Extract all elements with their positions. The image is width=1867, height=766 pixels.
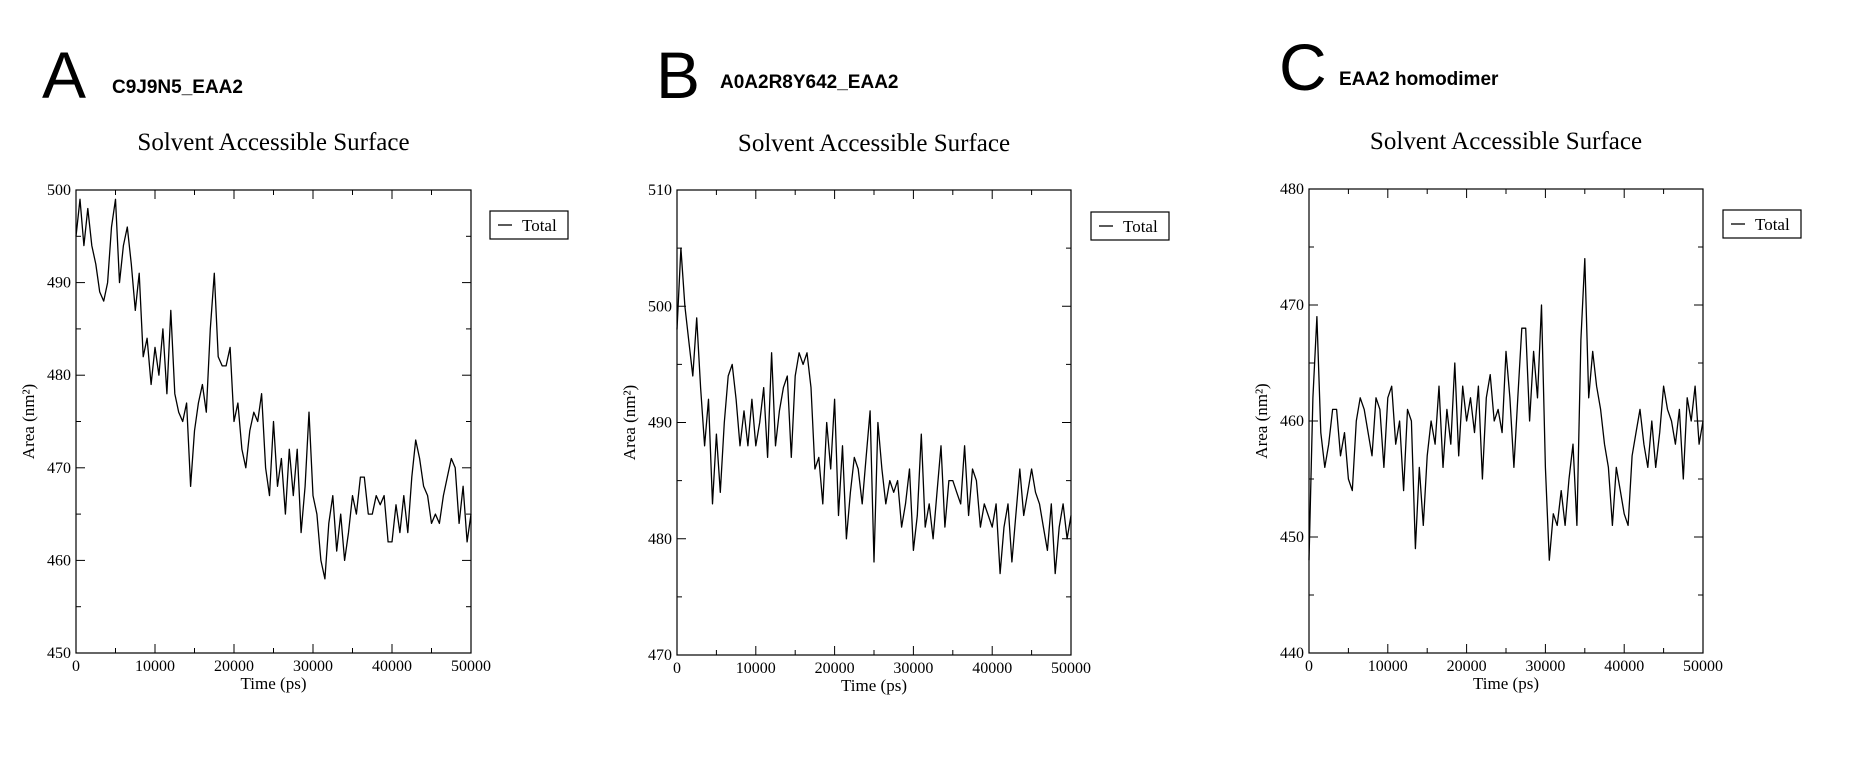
panel-letter: B	[656, 38, 701, 112]
y-tick-label: 500	[648, 298, 672, 315]
y-tick-label: 470	[648, 647, 672, 664]
x-tick-label: 30000	[893, 660, 933, 677]
y-tick-label: 480	[648, 531, 672, 548]
y-tick-label: 450	[47, 645, 71, 662]
series-line	[75, 198, 472, 580]
x-axis-label: Time (ps)	[241, 674, 307, 693]
x-tick-label: 30000	[1525, 658, 1565, 675]
panel-name: EAA2 homodimer	[1339, 69, 1499, 90]
y-tick-label: 460	[1280, 413, 1304, 430]
legend-label: Total	[1123, 217, 1158, 236]
y-tick-label: 510	[648, 182, 672, 199]
y-tick-label: 500	[47, 182, 71, 199]
x-tick-label: 0	[673, 660, 681, 677]
panel-a: A C9J9N5_EAA2 Solvent Accessible Surface…	[0, 0, 620, 766]
y-tick-label: 490	[47, 275, 71, 292]
y-axis-label: Area (nm²)	[19, 384, 38, 459]
x-axis-label: Time (ps)	[1473, 674, 1539, 693]
plot-frame	[676, 189, 1072, 656]
x-tick-label: 40000	[972, 660, 1012, 677]
legend-label: Total	[1755, 215, 1790, 234]
y-tick-label: 480	[47, 367, 71, 384]
y-tick-label: 480	[1280, 181, 1304, 198]
panel-letter: C	[1279, 30, 1327, 104]
legend-label: Total	[522, 216, 557, 235]
series-line	[1308, 257, 1704, 561]
y-tick-label: 450	[1280, 529, 1304, 546]
y-tick-label: 460	[47, 552, 71, 569]
plot-frame	[1308, 188, 1704, 654]
x-tick-label: 50000	[451, 658, 491, 675]
panel-name: A0A2R8Y642_EAA2	[720, 72, 899, 93]
x-tick-label: 10000	[135, 658, 175, 675]
x-tick-label: 20000	[214, 658, 254, 675]
sas-chart: Solvent Accessible Surface 0 10000 20000 300…	[1252, 128, 1802, 693]
panel-letter: A	[42, 38, 87, 112]
panel-name: C9J9N5_EAA2	[112, 77, 243, 98]
y-tick-label: 470	[47, 460, 71, 477]
x-tick-label: 50000	[1051, 660, 1091, 677]
panel-b: B A0A2R8Y642_EAA2 Solvent Accessible Sur…	[613, 0, 1233, 766]
x-tick-label: 20000	[815, 660, 855, 677]
chart-title: Solvent Accessible Surface	[137, 129, 409, 156]
y-tick-label: 470	[1280, 297, 1304, 314]
x-tick-label: 10000	[1368, 658, 1408, 675]
x-tick-label: 20000	[1447, 658, 1487, 675]
x-tick-label: 10000	[736, 660, 776, 677]
y-tick-label: 440	[1280, 645, 1304, 662]
x-tick-label: 40000	[372, 658, 412, 675]
chart-title: Solvent Accessible Surface	[738, 130, 1010, 157]
y-axis-label: Area (nm²)	[620, 385, 639, 460]
x-tick-label: 30000	[293, 658, 333, 675]
panel-c: C EAA2 homodimer Solvent Accessible Surf…	[1237, 0, 1857, 766]
x-tick-label: 40000	[1604, 658, 1644, 675]
sas-chart: Solvent Accessible Surface 0 10000 20000 300…	[620, 130, 1170, 695]
x-tick-label: 0	[72, 658, 80, 675]
series-line	[676, 247, 1072, 575]
x-tick-label: 50000	[1683, 658, 1723, 675]
y-tick-label: 490	[648, 415, 672, 432]
y-axis-label: Area (nm²)	[1252, 383, 1271, 458]
chart-title: Solvent Accessible Surface	[1370, 128, 1642, 155]
sas-chart: Solvent Accessible Surface 0 10000 20000 300…	[19, 129, 569, 693]
x-axis-label: Time (ps)	[841, 676, 907, 695]
x-tick-label: 0	[1305, 658, 1313, 675]
